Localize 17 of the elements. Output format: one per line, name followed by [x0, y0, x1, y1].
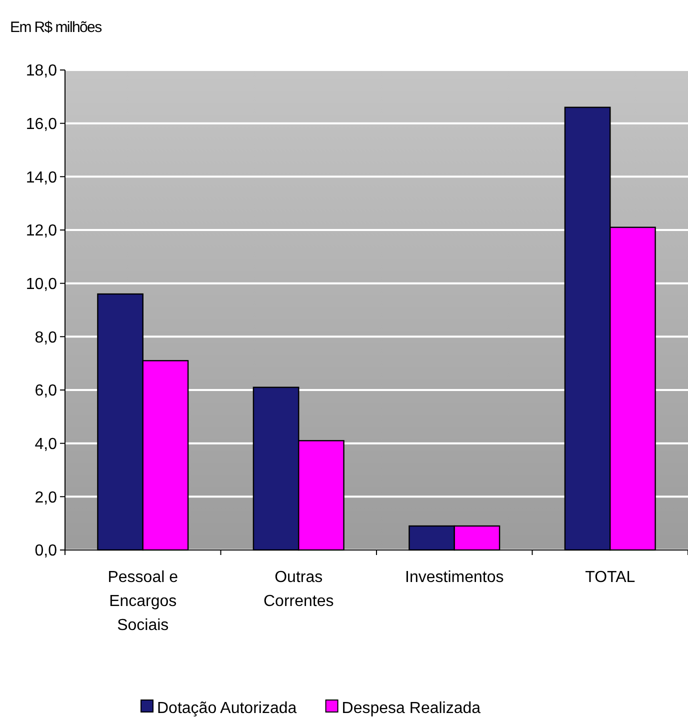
- y-tick-label: 0,0: [34, 542, 58, 560]
- legend-label: Despesa Realizada: [342, 700, 481, 717]
- x-tick-label: Outras Correntes: [264, 569, 334, 610]
- y-tick-label: 2,0: [34, 489, 58, 506]
- y-tick-label: 18,0: [26, 62, 58, 80]
- y-axis-title: Em R$ milhões: [10, 19, 102, 36]
- x-tick-label: TOTAL: [585, 569, 636, 586]
- y-tick-label: 8,0: [34, 329, 58, 346]
- y-tick-label: 12,0: [26, 222, 58, 240]
- legend-label: Dotação Autorizada: [157, 700, 297, 717]
- y-tick-label: 16,0: [26, 116, 58, 133]
- y-tick-label: 10,0: [26, 276, 58, 293]
- y-tick-label: 4,0: [34, 436, 58, 453]
- y-tick-label: 6,0: [34, 382, 58, 400]
- x-tick-label: Investimentos: [405, 569, 504, 586]
- y-tick-label: 14,0: [26, 169, 58, 186]
- x-tick-label: Pessoal e Encargos Sociais: [108, 569, 178, 634]
